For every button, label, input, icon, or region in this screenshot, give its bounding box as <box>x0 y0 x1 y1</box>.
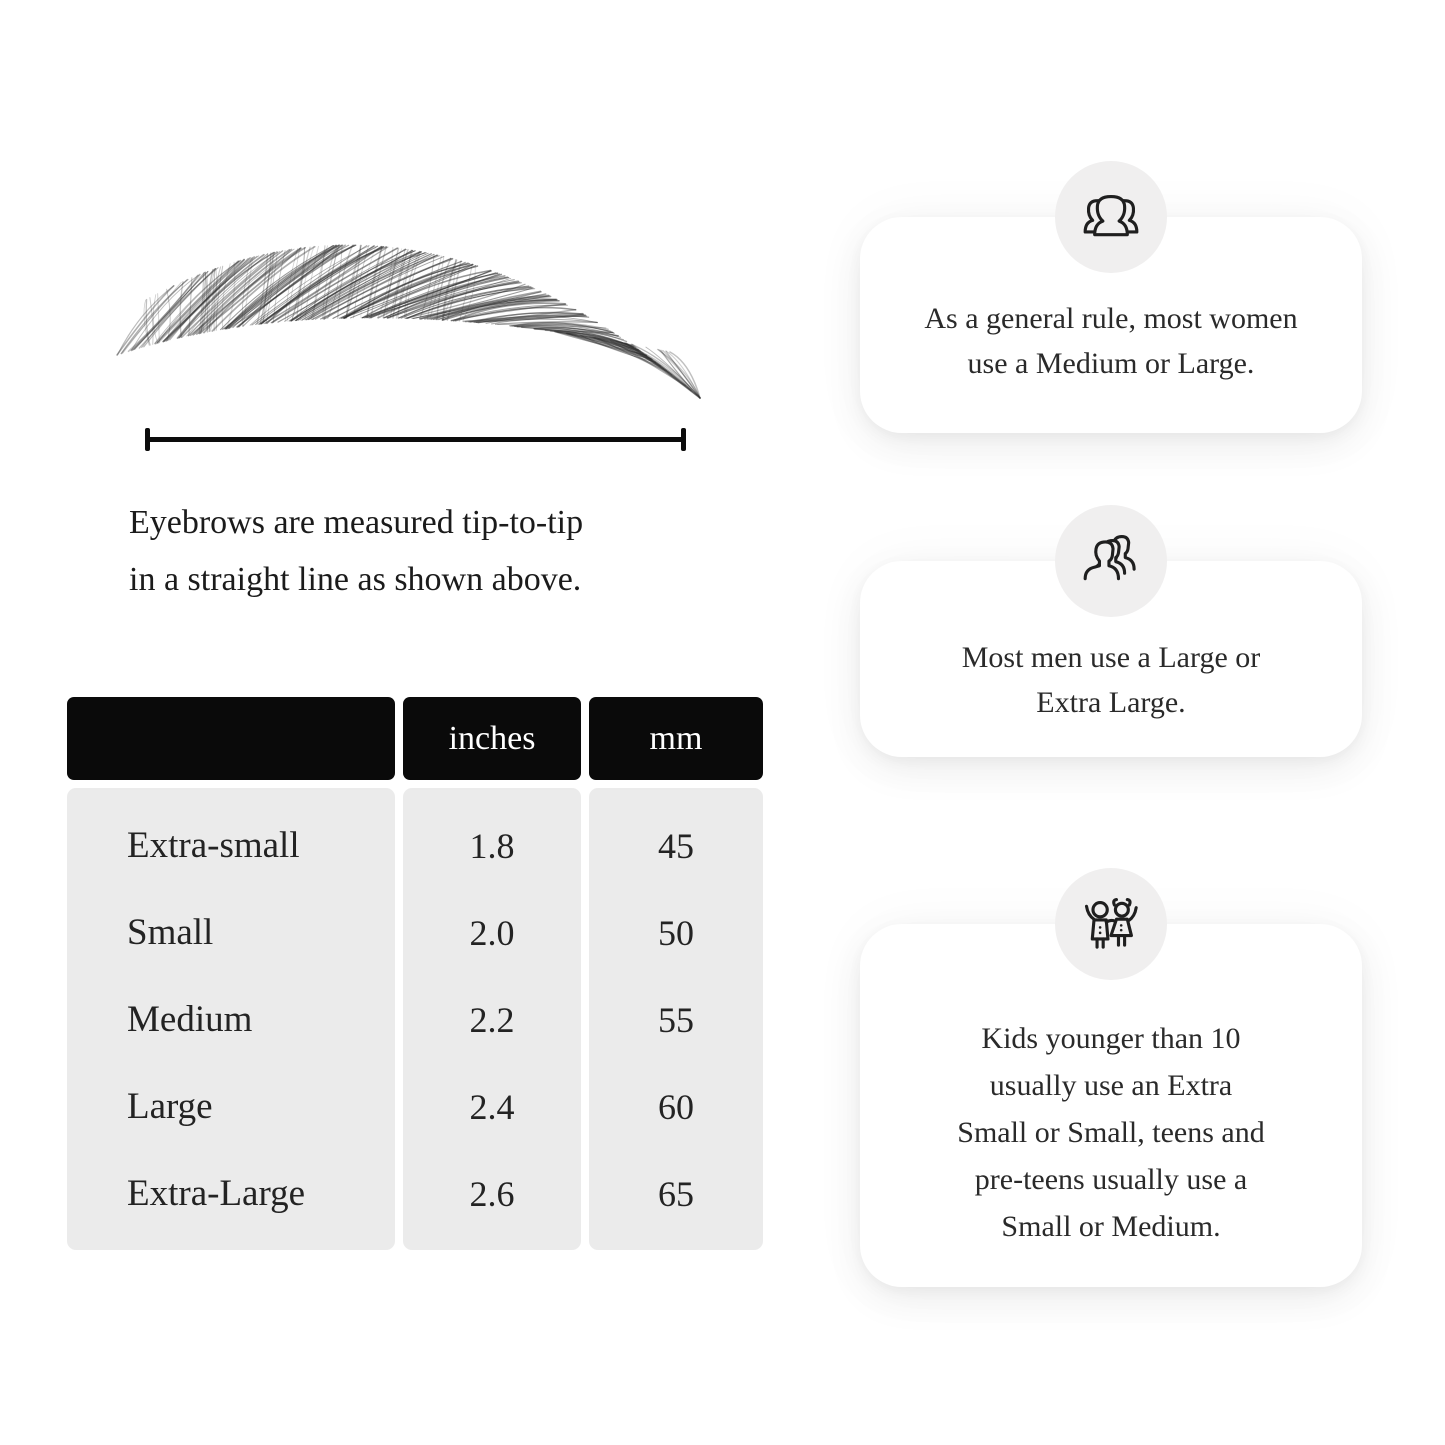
women-group-icon <box>1083 195 1139 237</box>
table-cell-size: Small <box>127 912 214 953</box>
table-cell-mm: 50 <box>658 912 694 953</box>
table-cell-size: Extra-small <box>127 825 300 866</box>
tip-card-women: As a general rule, most women use a Medi… <box>860 217 1362 433</box>
table-cell-inches: 2.0 <box>469 912 515 953</box>
table-cell-inches: 2.2 <box>469 999 515 1040</box>
kids-icon <box>1084 897 1138 949</box>
table-cell-mm: 65 <box>658 1173 694 1214</box>
measurement-caption: Eyebrows are measured tip-to-tip in a st… <box>129 504 584 598</box>
women-group-badge <box>1055 161 1167 273</box>
table-cell-mm: 60 <box>658 1086 694 1127</box>
tip-card-women-text: As a general rule, most women use a Medi… <box>924 302 1298 380</box>
kids-badge <box>1055 868 1167 980</box>
table-cell-mm: 55 <box>658 999 694 1040</box>
tip-card-men-text: Most men use a Large or Extra Large. <box>961 641 1261 719</box>
measurement-line <box>145 428 686 451</box>
table-header-inches: inches <box>403 697 581 780</box>
table-cell-inches: 2.6 <box>469 1173 515 1214</box>
eyebrow-illustration <box>116 244 701 399</box>
men-group-badge <box>1055 505 1167 617</box>
tip-card-kids: Kids younger than 10 usually use an Extr… <box>860 924 1362 1287</box>
table-cell-inches: 2.4 <box>469 1086 515 1127</box>
measurement-line-right-cap <box>681 428 686 451</box>
tip-card-kids-text: Kids younger than 10 usually use an Extr… <box>957 1022 1265 1243</box>
table-header-size <box>67 697 395 780</box>
table-cell-mm: 45 <box>658 825 694 866</box>
size-table: inches mm Extra-small Small Medium Large… <box>67 697 763 1250</box>
table-column-inches: 1.8 2.0 2.2 2.4 2.6 <box>403 788 581 1250</box>
table-cell-size: Large <box>127 1086 213 1127</box>
table-column-sizes: Extra-small Small Medium Large Extra-Lar… <box>67 788 395 1250</box>
men-group-icon <box>1083 534 1136 581</box>
table-column-mm: 45 50 55 60 65 <box>589 788 763 1250</box>
measurement-line-bar <box>145 437 686 442</box>
table-cell-size: Extra-Large <box>127 1173 306 1214</box>
table-header-mm: mm <box>589 697 763 780</box>
table-cell-size: Medium <box>127 999 253 1040</box>
table-cell-inches: 1.8 <box>469 825 515 866</box>
